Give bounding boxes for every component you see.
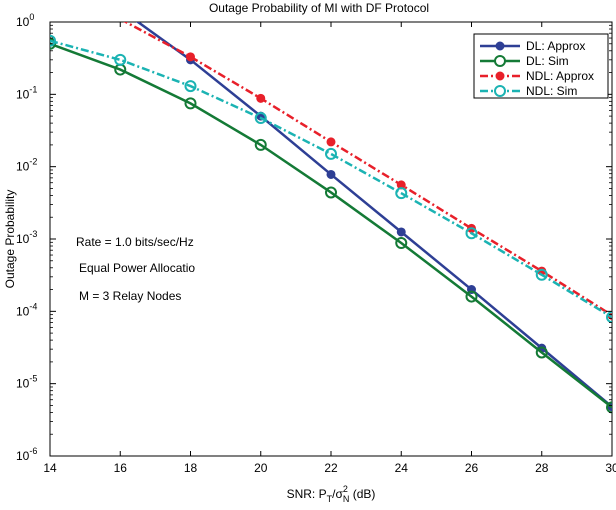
data-point xyxy=(465,227,478,240)
y-tick-label: 10-1 xyxy=(16,84,37,101)
data-point xyxy=(326,137,336,147)
data-point xyxy=(465,290,478,303)
legend-marker xyxy=(495,71,505,81)
x-tick-label: 28 xyxy=(535,461,549,475)
legend-marker xyxy=(495,41,505,51)
x-tick-label: 22 xyxy=(324,461,338,475)
series-line xyxy=(135,22,612,408)
x-tick-label: 16 xyxy=(114,461,128,475)
legend-label: DL: Sim xyxy=(526,54,569,68)
legend-marker xyxy=(494,85,506,97)
x-tick-label: 26 xyxy=(465,461,479,475)
legend-marker xyxy=(494,55,506,67)
data-point xyxy=(395,237,408,250)
series-dl-approx xyxy=(135,22,612,412)
data-point xyxy=(50,34,56,47)
data-point xyxy=(326,169,336,179)
y-axis-label: Outage Probability xyxy=(3,190,17,289)
series-line xyxy=(50,42,612,409)
x-tick-label: 30 xyxy=(605,461,616,475)
series-ndl-sim xyxy=(50,34,612,324)
legend-label: NDL: Approx xyxy=(526,69,594,83)
data-point xyxy=(535,268,548,281)
data-point xyxy=(254,112,267,125)
y-tick-label: 10-6 xyxy=(16,446,37,463)
annotation-power-allocation: Equal Power Allocatio xyxy=(79,261,195,275)
x-tick-label: 24 xyxy=(395,461,409,475)
data-point xyxy=(114,53,127,66)
data-point xyxy=(254,138,267,151)
data-point xyxy=(256,93,266,103)
x-tick-label: 18 xyxy=(184,461,198,475)
data-point xyxy=(535,346,548,359)
axis-layer: 14 16 18 20 22 24 26 28 30 100 10-1 10-2 10-3 10-4 10-… xyxy=(16,12,616,475)
data-point xyxy=(325,186,337,199)
annotation-rate: Rate = 1.0 bits/sec/Hz xyxy=(76,235,194,249)
y-tick-label: 10-3 xyxy=(16,229,37,246)
series-line xyxy=(50,39,612,319)
data-point xyxy=(606,311,612,324)
y-tick-label: 10-2 xyxy=(16,157,37,174)
data-point xyxy=(325,147,337,160)
x-axis-label: SNR: PT/σ2 N (dB) xyxy=(287,484,376,504)
y-tick-label: 100 xyxy=(16,12,34,29)
chart-title: Outage Probability of MI with DF Protoco… xyxy=(209,1,429,15)
x-tick-label: 14 xyxy=(43,461,57,475)
y-tick-label: 10-5 xyxy=(16,374,37,391)
data-point xyxy=(396,227,406,237)
series-layer xyxy=(50,22,612,414)
x-tick-label: 20 xyxy=(254,461,268,475)
data-point xyxy=(606,401,612,414)
annotation-relay-nodes: M = 3 Relay Nodes xyxy=(79,289,181,303)
data-point xyxy=(184,97,197,110)
y-tick-label: 10-4 xyxy=(16,301,37,318)
legend-label: NDL: Sim xyxy=(526,84,577,98)
legend-label: DL: Approx xyxy=(526,39,585,53)
data-point xyxy=(184,80,197,93)
data-point xyxy=(395,187,408,200)
data-point xyxy=(186,52,195,62)
